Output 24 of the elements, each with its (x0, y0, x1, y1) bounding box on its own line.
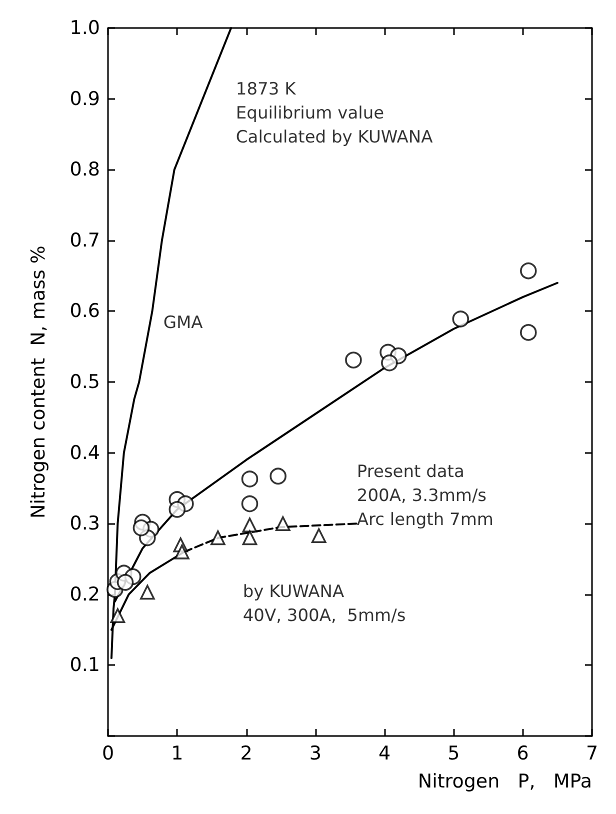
x-tick-label: 7 (586, 742, 598, 764)
annotation: by KUWANA 40V, 300A, 5mm/s (242, 582, 406, 626)
y-tick-label: 0.8 (70, 158, 100, 181)
y-tick-label: 0.7 (70, 229, 100, 252)
y-tick-label: 1.0 (70, 17, 100, 39)
x-tick-label: 6 (516, 742, 529, 764)
y-tick-label: 0.3 (70, 512, 100, 535)
x-tick-label: 5 (448, 742, 460, 764)
y-tick-label: 0.9 (70, 88, 100, 110)
y-tick-label: 0.4 (70, 442, 100, 464)
x-axis-title: Nitrogen P, MPa (418, 770, 592, 792)
x-tick-label: 0 (102, 742, 114, 764)
y-tick-label: 0.6 (70, 300, 100, 322)
y-tick-label: 0.2 (70, 583, 100, 606)
annotation: Present data 200A, 3.3mm/s Arc length 7mm (356, 462, 494, 530)
annotation: GMA (163, 313, 204, 334)
x-tick-label: 4 (378, 742, 391, 764)
y-axis-title: Nitrogen content N, mass % (28, 246, 50, 518)
annotation: 1873 K Equilibrium value Calculated by KUWANA (236, 80, 434, 148)
x-tick-label: 3 (309, 742, 322, 764)
x-tick-label: 1 (171, 742, 184, 764)
x-tick-label: 2 (240, 742, 252, 764)
y-tick-label: 0.1 (70, 654, 100, 676)
y-tick-label: 0.5 (70, 371, 100, 393)
